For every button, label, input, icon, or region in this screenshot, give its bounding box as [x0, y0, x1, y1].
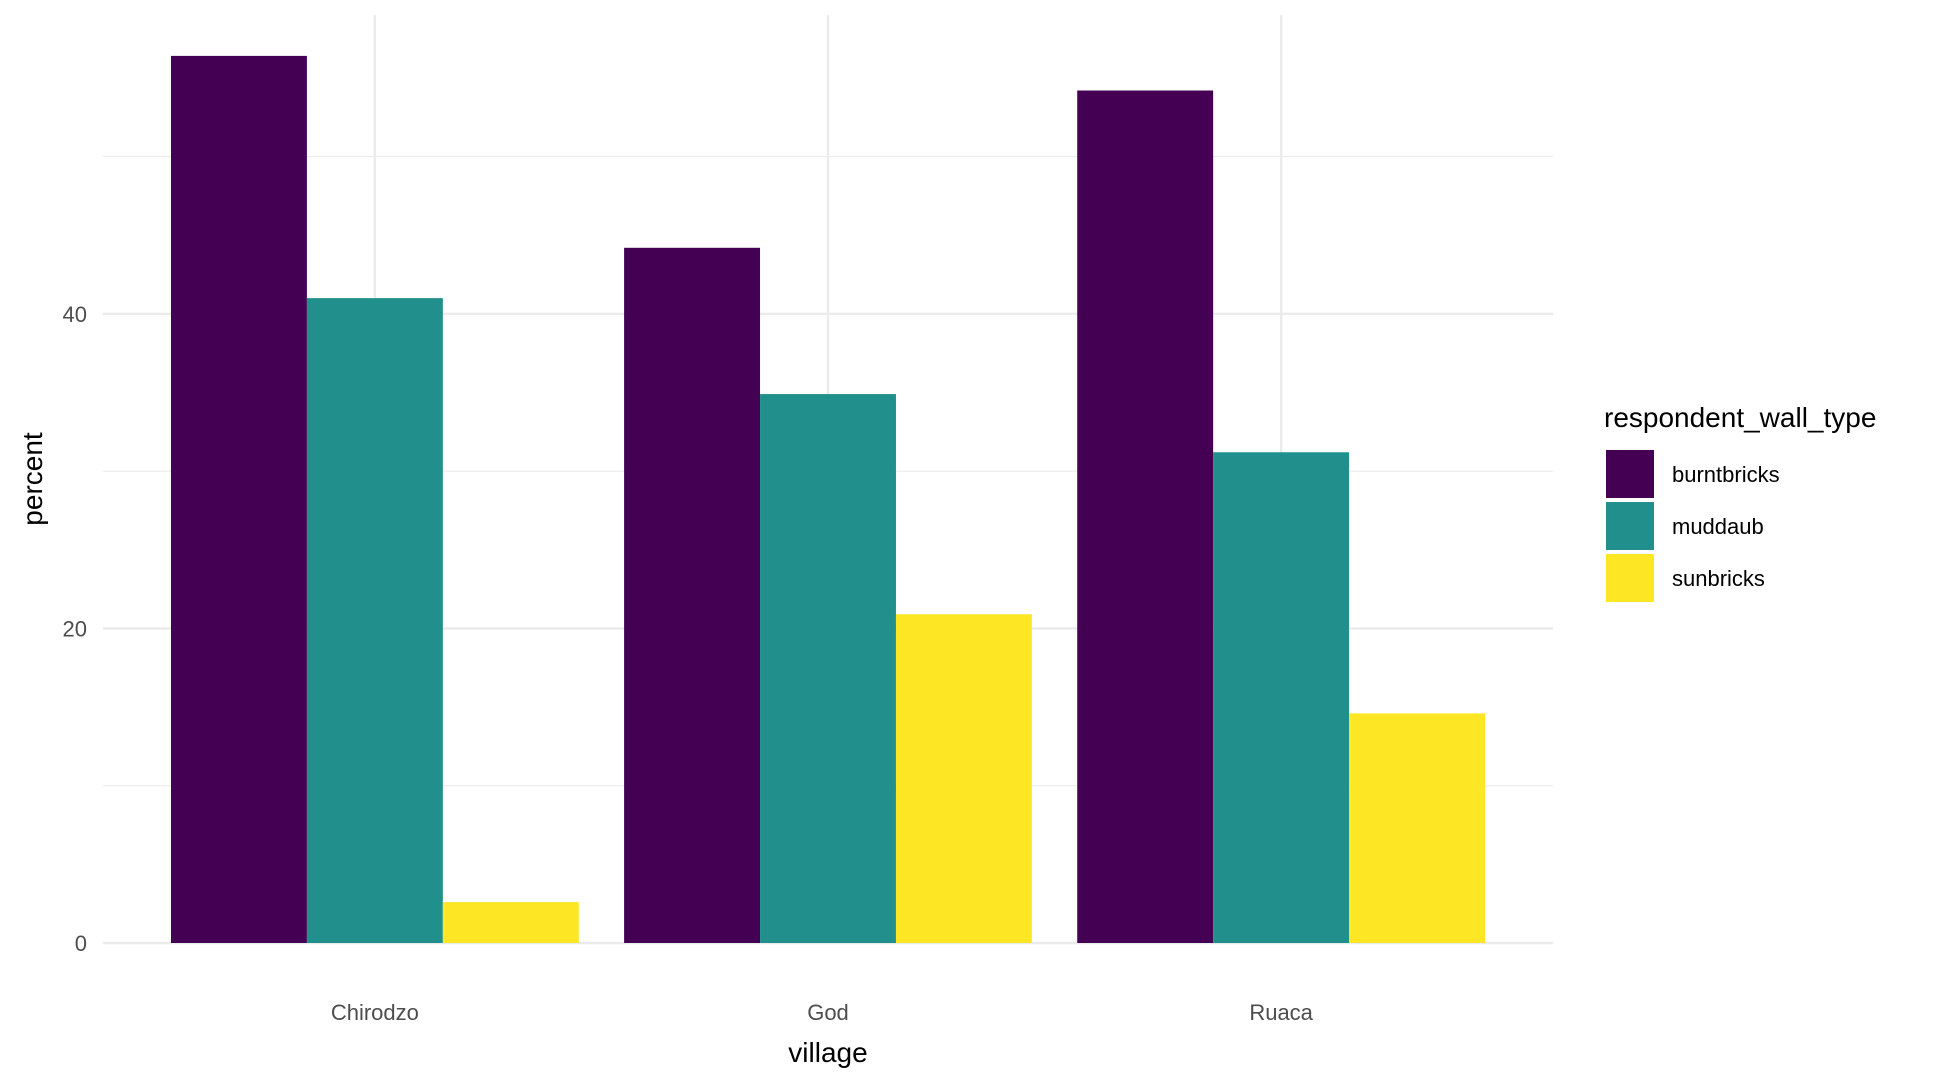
bar-sunbricks-Ruaca	[1349, 713, 1486, 943]
bar-muddaub-God	[760, 394, 896, 943]
bar-muddaub-Ruaca	[1213, 452, 1350, 943]
bar-muddaub-Chirodzo	[306, 298, 443, 943]
legend-label: muddaub	[1672, 514, 1764, 539]
y-tick-label: 0	[75, 931, 87, 956]
x-tick-label: God	[807, 1000, 849, 1025]
y-tick-label: 20	[63, 616, 87, 641]
legend: respondent_wall_type burntbricks muddaub s…	[1604, 402, 1876, 602]
x-tick-label: Chirodzo	[331, 1000, 419, 1025]
x-tick-labels: Chirodzo God Ruaca	[331, 1000, 1314, 1025]
legend-title: respondent_wall_type	[1604, 402, 1876, 433]
bar-burntbricks-Ruaca	[1077, 90, 1214, 944]
bar-sunbricks-God	[895, 614, 1032, 943]
x-axis-title: village	[788, 1037, 867, 1068]
legend-label: burntbricks	[1672, 462, 1780, 487]
y-axis-title: percent	[17, 432, 48, 526]
x-tick-label: Ruaca	[1249, 1000, 1313, 1025]
legend-key-burntbricks	[1606, 450, 1654, 498]
bars	[170, 55, 1486, 944]
legend-key-sunbricks	[1606, 554, 1654, 602]
bar-sunbricks-Chirodzo	[442, 902, 579, 943]
y-tick-label: 40	[63, 302, 87, 327]
bar-burntbricks-God	[624, 247, 761, 943]
bar-burntbricks-Chirodzo	[170, 55, 307, 944]
legend-key-muddaub	[1606, 502, 1654, 550]
legend-label: sunbricks	[1672, 566, 1765, 591]
y-tick-labels: 0 20 40	[63, 302, 87, 956]
